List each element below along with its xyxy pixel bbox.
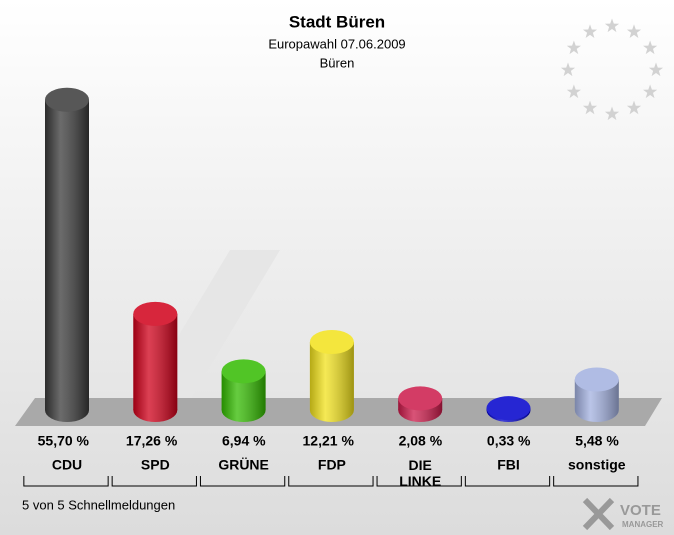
star	[643, 40, 658, 55]
logo: VOTE	[620, 502, 661, 519]
star	[626, 24, 642, 38]
star	[582, 100, 598, 115]
x-tick-label: GRÜNE	[218, 457, 269, 473]
bar-top	[486, 396, 531, 421]
value-label: 0,33 %	[487, 433, 531, 449]
bar-top	[574, 367, 619, 392]
category-bracket	[288, 476, 374, 487]
x-tick-label: FDP	[318, 457, 346, 473]
value-label: 55,70 %	[38, 433, 90, 449]
bar-shade	[221, 371, 266, 422]
bar-top-shine	[574, 367, 619, 392]
category-bracket	[376, 476, 462, 487]
bar	[45, 87, 89, 422]
subtitle: Büren	[320, 55, 355, 70]
value-label: 5,48 %	[575, 433, 619, 449]
star	[643, 84, 658, 99]
star	[626, 100, 642, 115]
star	[648, 62, 664, 77]
bar	[133, 301, 178, 422]
bar-top-shine	[398, 386, 443, 411]
bar-shade	[309, 341, 354, 422]
bar	[309, 329, 354, 422]
subtitle: Europawahl 07.06.2009	[268, 36, 405, 51]
bar	[486, 396, 531, 422]
x-tick-label: SPD	[141, 457, 170, 473]
x-tick-label: CDU	[52, 457, 82, 473]
star	[566, 40, 581, 55]
bar	[398, 386, 443, 422]
x-tick-label: DIE LINKE	[399, 457, 441, 489]
bar-shade	[133, 313, 178, 422]
bar	[574, 367, 619, 422]
star	[560, 62, 576, 77]
x-tick-label: sonstige	[568, 457, 626, 473]
category-bracket	[23, 476, 109, 487]
star	[582, 24, 598, 38]
bar-top-shine	[486, 396, 531, 421]
category-bracket	[199, 476, 286, 487]
bar-top	[133, 301, 178, 326]
bar-top	[309, 329, 354, 354]
bar-shade	[45, 99, 89, 422]
bar-top-shine	[309, 329, 354, 354]
x-tick-label: FBI	[497, 457, 520, 473]
eu-stars	[560, 18, 664, 121]
footer: 5 von 5 Schnellmeldungen	[22, 497, 175, 512]
chart-title: Stadt Büren	[289, 12, 385, 31]
category-bracket	[553, 476, 639, 487]
logo: MANAGER	[622, 520, 664, 529]
value-label: 6,94 %	[222, 433, 266, 449]
value-label: 17,26 %	[126, 433, 178, 449]
bar	[221, 359, 266, 422]
bar-shade	[574, 379, 619, 422]
star	[604, 106, 620, 121]
star	[566, 84, 581, 99]
logo-mark	[582, 497, 615, 531]
bar-top-shine	[221, 359, 266, 384]
category-bracket	[111, 476, 197, 487]
bar-top	[398, 386, 443, 411]
value-label: 12,21 %	[303, 433, 355, 449]
bar-top	[45, 87, 89, 112]
value-label: 2,08 %	[399, 433, 443, 449]
star	[604, 18, 620, 33]
bar-top-shine	[133, 301, 178, 326]
bar-top-shine	[45, 87, 89, 112]
category-bracket	[464, 476, 551, 487]
bar-top	[221, 359, 266, 384]
